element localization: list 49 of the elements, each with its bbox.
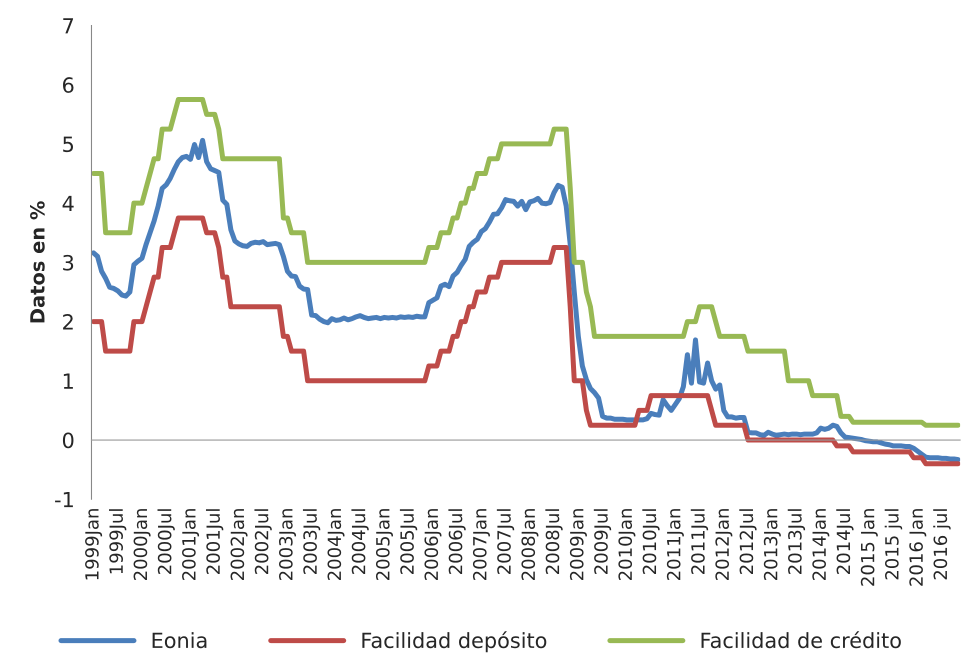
x-tick-label: 2000Jul [157,509,175,574]
x-tick-label: 2006Jan [424,509,442,580]
x-tick-label: 2014Jan [812,509,830,580]
x-tick-label: 2003Jul [302,509,320,574]
legend-label: Eonia [152,632,206,648]
x-tick-label: 2000Jan [134,509,151,580]
x-tick-label: 2001Jul [206,509,224,574]
x-tick-label: 2002Jan [230,509,248,580]
y-tick-label: 5 [63,136,73,152]
y-tick-label: 4 [62,196,74,212]
x-tick-label: 2003Jan [279,509,296,580]
y-tick-label: 6 [63,77,74,93]
x-tick-label: 2012Jan [715,509,732,580]
x-tick-label: 2015 jul [884,509,902,580]
x-tick-label: 2007Jul [496,509,514,574]
x-tick-label: 2006Jul [448,509,466,574]
x-tick-label: 2013Jul [788,509,806,574]
y-tick-label: 0 [62,432,74,448]
legend-label: Facilidad de crédito [702,631,901,648]
x-tick-label: 2010Jul [642,509,660,574]
y-tick-label: 1 [64,374,73,389]
y-tick-label: 3 [63,254,74,271]
x-tick-label: 2012Jul [739,509,757,574]
x-tick-label: 2015 Jan [860,509,878,586]
x-tick-label: 2002Jul [254,509,272,574]
x-tick-label: 2011Jul [690,509,708,574]
x-tick-label: 2013Jan [764,509,781,580]
x-tick-label: 2004Jul [351,509,369,574]
y-tick-label: 7 [63,18,74,34]
x-tick-label: 2001Jan [182,509,200,580]
x-tick-label: 2008Jan [521,509,538,580]
x-tick-label: 2008Jul [545,509,563,574]
x-tick-label: 1999Jan [85,509,102,580]
x-tick-label: 2009Jan [570,509,587,580]
x-tick-label: 2007Jan [472,509,490,580]
legend-label: Facilidad depósito [362,631,546,652]
x-tick-label: 2011Jan [666,509,684,580]
y-tick-label: -1 [55,492,73,508]
y-axis-title: Datos en % [30,201,45,322]
x-tick-label: 2005Jan [376,509,393,580]
x-tick-label: 1999Jul [109,509,126,574]
x-tick-label: 2010Jan [618,509,636,580]
x-tick-label: 2016 jul [933,509,951,580]
y-tick-label: 2 [63,314,73,330]
x-tick-label: 2016 Jan [909,509,926,586]
x-tick-label: 2014Jul [836,509,854,574]
x-tick-label: 2009Jul [594,509,612,574]
x-tick-label: 2004Jan [327,509,345,580]
x-tick-label: 2005Jul [400,509,418,574]
